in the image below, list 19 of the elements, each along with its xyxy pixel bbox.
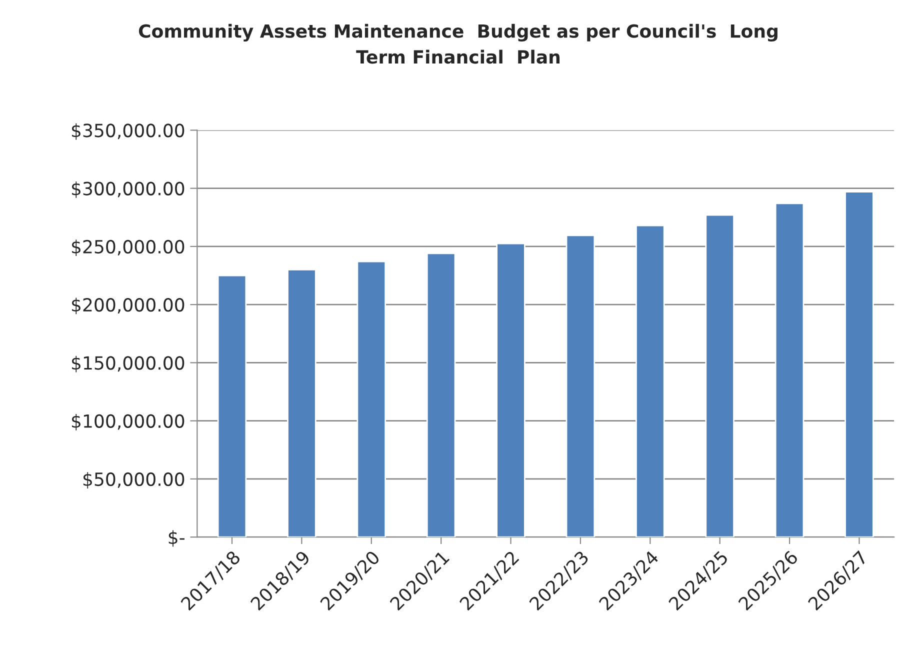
bar: [287, 269, 316, 538]
bar: [356, 260, 386, 538]
bar: [844, 191, 874, 538]
bar: [426, 252, 456, 538]
bar: [705, 214, 734, 538]
y-tick-label: $350,000.00: [72, 123, 184, 140]
y-tick-label: $100,000.00: [72, 414, 184, 430]
y-tick-label: $50,000.00: [83, 472, 184, 488]
y-tick-label: $200,000.00: [72, 298, 184, 314]
y-tick-label: $-: [168, 530, 184, 547]
bar: [217, 274, 247, 538]
bar: [496, 242, 526, 538]
bar: [566, 234, 596, 538]
y-tick-label: $150,000.00: [72, 356, 184, 372]
y-tick-label: $250,000.00: [72, 240, 184, 256]
bar: [774, 202, 804, 538]
bar: [636, 224, 665, 538]
y-tick-label: $300,000.00: [72, 181, 184, 198]
chart-title: Community Assets Maintenance Budget as per Council's Long Term Financial Plan: [138, 24, 778, 64]
